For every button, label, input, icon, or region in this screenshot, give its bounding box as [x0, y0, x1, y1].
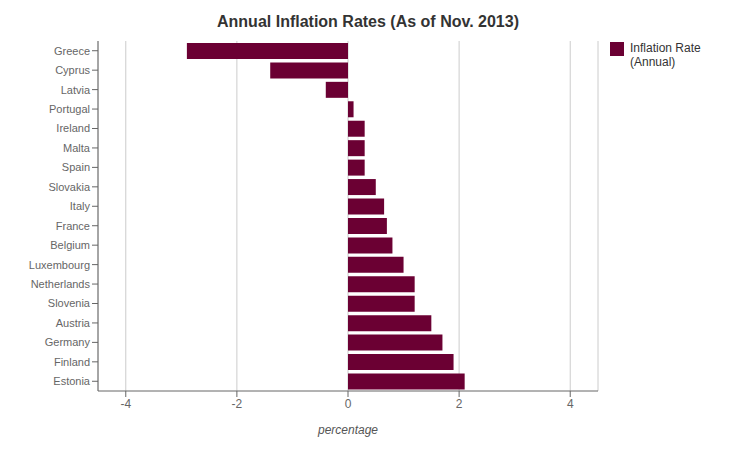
svg-text:Luxembourg: Luxembourg — [29, 259, 90, 271]
html-text:Inflation Rate (Annual): Inflation Rate (Annual) — [630, 41, 701, 69]
svg-text:Cyprus: Cyprus — [55, 64, 90, 76]
svg-text:France: France — [56, 220, 90, 232]
svg-text:percentage: percentage — [317, 423, 378, 437]
svg-text:Spain: Spain — [62, 161, 90, 173]
svg-text:-4: -4 — [120, 397, 131, 411]
svg-text:Estonia: Estonia — [53, 375, 91, 387]
html-text:Annual Inflation Rates (As of: Annual Inflation Rates (As of Nov. 2013) — [217, 13, 519, 30]
svg-text:Slovakia: Slovakia — [48, 181, 90, 193]
svg-text:Ireland: Ireland — [56, 122, 90, 134]
svg-text:2: 2 — [456, 397, 463, 411]
svg-text:Latvia: Latvia — [61, 84, 91, 96]
svg-text:Austria: Austria — [56, 317, 91, 329]
svg-text:0: 0 — [345, 397, 352, 411]
svg-text:Slovenia: Slovenia — [48, 297, 91, 309]
svg-text:Germany: Germany — [45, 336, 91, 348]
svg-text:Portugal: Portugal — [49, 103, 90, 115]
svg-text:Finland: Finland — [54, 356, 90, 368]
svg-text:4: 4 — [567, 397, 574, 411]
svg-text:Italy: Italy — [70, 200, 91, 212]
svg-text:Netherlands: Netherlands — [31, 278, 91, 290]
svg-text:-2: -2 — [232, 397, 243, 411]
svg-text:Greece: Greece — [54, 45, 90, 57]
svg-text:Belgium: Belgium — [50, 239, 90, 251]
svg-text:Malta: Malta — [63, 142, 91, 154]
